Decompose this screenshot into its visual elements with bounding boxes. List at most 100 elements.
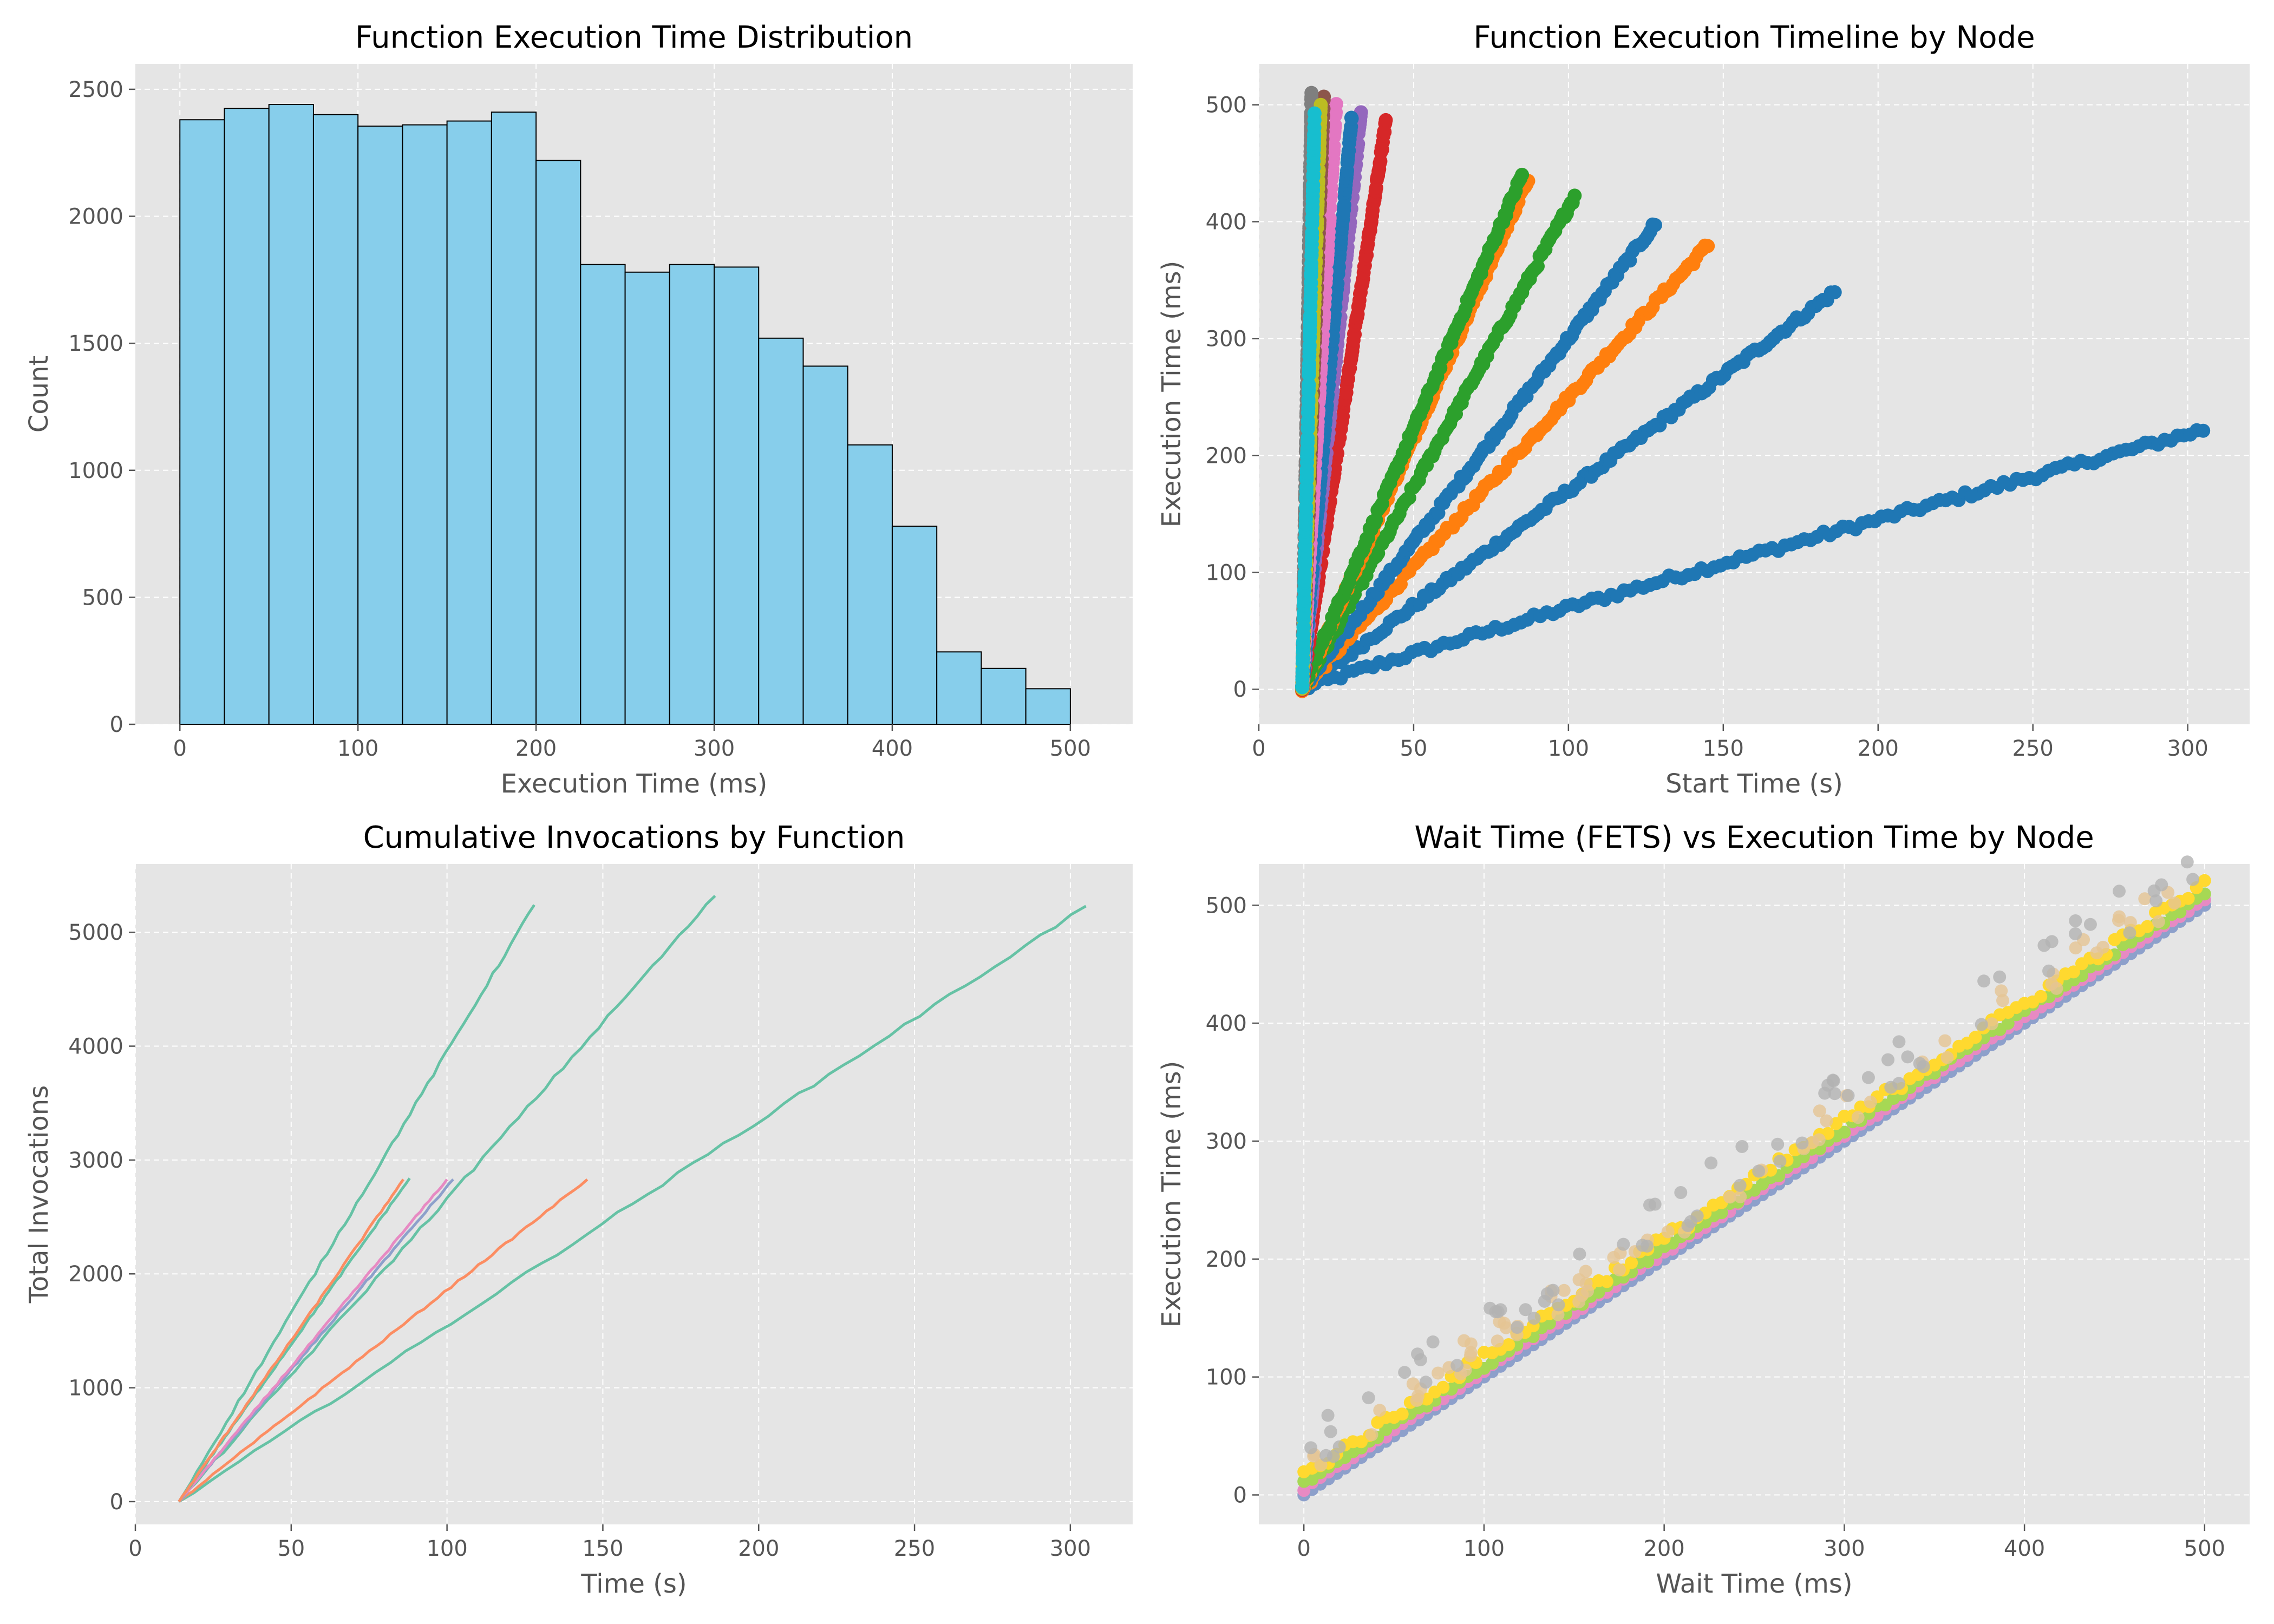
wait-exec-point [2069, 914, 2082, 927]
x-tick-label: 0 [128, 1536, 142, 1561]
y-tick-label: 100 [1206, 1365, 1247, 1390]
wait-exec-point [1546, 1284, 1560, 1297]
wait-exec-point [1820, 1114, 1833, 1128]
histogram-bar [535, 160, 581, 725]
histogram-bar [580, 264, 626, 725]
histogram-bar [714, 266, 760, 725]
histogram-bar [268, 104, 314, 725]
plot-area [135, 864, 1133, 1524]
cumulative-panel: 0 50 100 150 200 250 300 0 1000 2000 3000 4000 5000… [24, 820, 1133, 1599]
wait-exec-point [1426, 1335, 1440, 1348]
y-tick-label: 3000 [68, 1148, 123, 1173]
y-tick-label: 5000 [68, 920, 123, 945]
timeline-point [1827, 285, 1842, 299]
wait-exec-point [1551, 1308, 1565, 1321]
wait-exec-point [1985, 1017, 1998, 1031]
y-tick-label: 200 [1206, 443, 1247, 468]
timeline-point [1567, 188, 1582, 203]
y-tick-label: 4000 [68, 1034, 123, 1059]
wait-exec-point [2083, 918, 2097, 931]
wait-exec-point [1773, 1155, 1787, 1168]
wait-exec-point [2096, 940, 2110, 954]
wait-exec-point [1795, 1136, 1809, 1150]
x-tick-label: 200 [738, 1536, 779, 1561]
y-tick-label: 100 [1206, 560, 1247, 585]
x-tick-label: 0 [1252, 736, 1265, 761]
wait-exec-point [1600, 1275, 1613, 1288]
cumulative-line [178, 1178, 589, 1503]
timeline-point [1515, 167, 1530, 182]
x-tick-label: 300 [2167, 736, 2208, 761]
wait-exec-point [1996, 994, 2009, 1007]
wait-exec-point [1975, 1018, 1988, 1031]
y-tick-label: 0 [110, 1490, 123, 1515]
wait-exec-point [1573, 1247, 1586, 1261]
wait-exec-point [1993, 970, 2007, 984]
wait-exec-point [1557, 1284, 1571, 1297]
chart-title: Function Execution Time Distribution [355, 20, 913, 55]
wait-exec-point [1321, 1409, 1335, 1422]
plot-area [1259, 64, 2250, 724]
wait-exec-point [1538, 1294, 1551, 1308]
wait-exec-point [1395, 1407, 1409, 1421]
x-axis-label: Time (s) [580, 1569, 687, 1599]
wait-exec-point [1901, 1050, 1914, 1064]
wait-exec-point [2034, 990, 2048, 1003]
wait-exec-point [1641, 1255, 1655, 1268]
wait-exec-point [1297, 1484, 1311, 1497]
wait-exec-point [1733, 1178, 1747, 1192]
x-axis-label: Execution Time (ms) [501, 769, 768, 799]
x-tick-label: 50 [277, 1536, 305, 1561]
x-tick-label: 250 [894, 1536, 935, 1561]
x-tick-label: 200 [1643, 1536, 1684, 1561]
chart-title: Function Execution Timeline by Node [1473, 20, 2035, 55]
wait-exec-point [1861, 1071, 1875, 1084]
wait-exec-point [1969, 1031, 1982, 1044]
wait-exec-point [1674, 1186, 1688, 1199]
wait-exec-point [1450, 1359, 1464, 1372]
wait-exec-point [1723, 1190, 1736, 1204]
x-tick-label: 400 [2004, 1536, 2045, 1561]
wait-exec-point [1419, 1376, 1433, 1389]
wait-exec-point [2067, 965, 2080, 979]
wait-exec-point [2045, 935, 2059, 948]
timeline-point [1307, 106, 1322, 121]
histogram-panel: 0 100 200 300 400 500 0 500 1000 1500 2000 2500 Fu… [24, 20, 1133, 799]
y-axis-label: Count [24, 356, 54, 433]
wait-exec-point [1838, 1125, 1851, 1139]
histogram-bar [802, 365, 848, 725]
wait-exec-point [1486, 1357, 1499, 1370]
timeline-point [1701, 239, 1715, 253]
x-tick-label: 500 [2184, 1536, 2225, 1561]
wait-exec-point [2113, 910, 2126, 924]
wait-exec-point [2123, 926, 2136, 940]
wait-exec-point [1995, 984, 2008, 998]
wait-exec-point [2180, 855, 2194, 869]
wait-exec-point [1752, 1164, 1766, 1178]
wait-exec-point [1519, 1303, 1532, 1317]
x-tick-label: 150 [1703, 736, 1744, 761]
x-tick-label: 50 [1400, 736, 1427, 761]
wait-exec-point [2198, 874, 2211, 887]
timeline-point [1648, 218, 1662, 232]
x-tick-label: 200 [515, 736, 557, 761]
x-tick-label: 0 [173, 736, 187, 761]
wait-exec-point [1881, 1053, 1894, 1066]
y-tick-label: 0 [1233, 677, 1247, 702]
x-tick-label: 500 [1050, 736, 1091, 761]
cumulative-line [178, 1178, 405, 1503]
cumulative-line [178, 1178, 448, 1503]
wait-exec-point [1818, 1086, 1832, 1100]
wait-exec-point [2141, 920, 2154, 933]
histogram-bar [981, 667, 1027, 725]
wait-exec-point [2147, 884, 2161, 898]
timeline-point [1302, 378, 1316, 393]
histogram-bar [446, 120, 492, 725]
y-tick-label: 1000 [68, 459, 123, 483]
wait-exec-point [1734, 1190, 1747, 1203]
wait-exec-point [2042, 964, 2055, 978]
wait-exec-point [1527, 1312, 1541, 1325]
y-tick-label: 1500 [68, 331, 123, 356]
y-tick-label: 300 [1206, 1129, 1247, 1154]
wait-exec-point [1617, 1237, 1630, 1251]
